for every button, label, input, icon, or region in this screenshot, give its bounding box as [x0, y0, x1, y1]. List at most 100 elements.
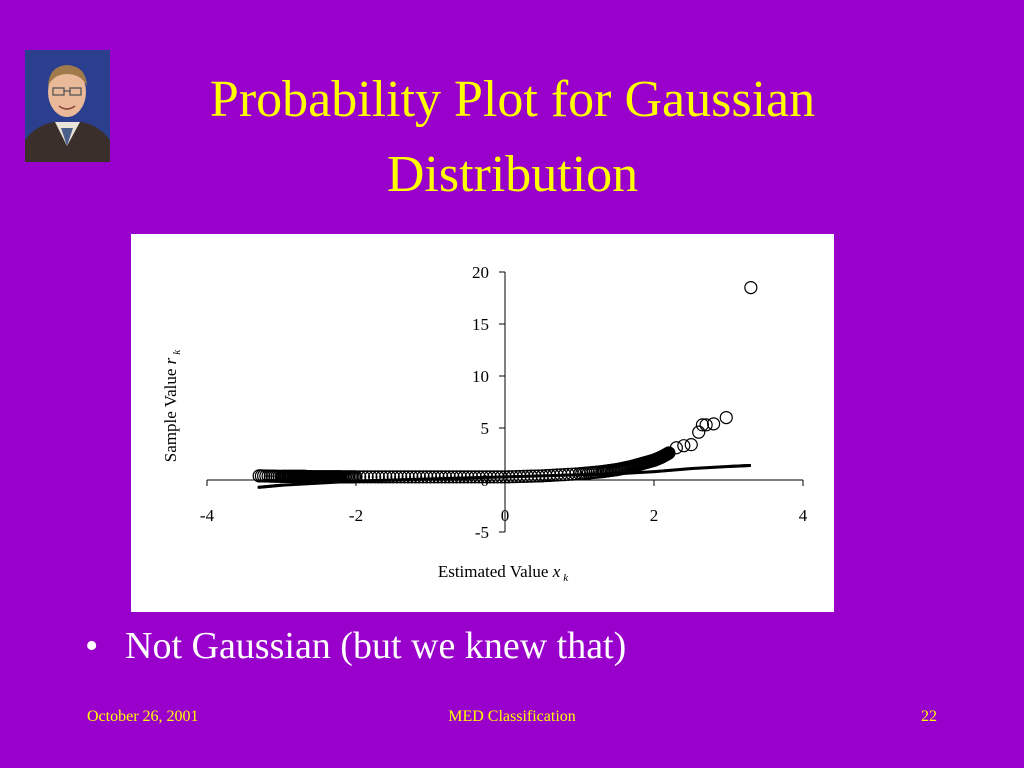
circle-point: [420, 470, 434, 484]
circle-point: [476, 470, 490, 484]
square-point: [310, 482, 314, 486]
circle-point: [531, 469, 546, 483]
circle-series: [252, 280, 758, 484]
circle-point: [349, 470, 363, 484]
square-point: [720, 465, 724, 469]
square-point: [715, 465, 719, 469]
y-tick-label: 15: [472, 315, 489, 334]
square-point: [373, 479, 377, 483]
square-point: [710, 465, 714, 469]
circle-point: [356, 470, 371, 484]
y-tick-label: 10: [472, 367, 489, 386]
square-point: [284, 483, 288, 487]
circle-point: [416, 470, 430, 484]
circle-point: [550, 468, 564, 482]
circle-point: [401, 470, 415, 484]
square-point: [685, 467, 689, 471]
square-point: [675, 468, 679, 472]
circle-point: [490, 470, 505, 484]
circle-point: [513, 469, 527, 484]
circle-point: [405, 470, 419, 484]
circle-point: [695, 418, 710, 432]
square-point: [654, 469, 658, 473]
circle-point: [412, 470, 426, 484]
square-point: [584, 473, 588, 477]
x-tick-label: 4: [799, 506, 808, 525]
circle-point: [539, 469, 553, 483]
circle-point: [390, 470, 404, 484]
square-point: [591, 472, 595, 476]
y-tick-label: 20: [472, 263, 489, 282]
square-point: [703, 466, 707, 470]
presenter-photo: [25, 50, 110, 162]
circle-point: [719, 411, 733, 425]
square-point: [529, 474, 533, 478]
square-point: [664, 469, 668, 473]
circle-point: [684, 438, 698, 452]
square-point: [659, 469, 663, 473]
square-point: [708, 466, 712, 470]
y-axis-label: Sample Value rk: [161, 349, 183, 463]
square-point: [643, 470, 647, 474]
circle-point: [442, 470, 456, 484]
square-point: [533, 474, 537, 478]
circle-point: [509, 469, 523, 484]
square-point: [417, 477, 421, 481]
circle-point: [394, 470, 408, 484]
circle-point: [397, 470, 412, 484]
circle-point: [468, 470, 482, 484]
square-point: [694, 466, 698, 470]
y-tick-label: 5: [481, 419, 490, 438]
square-point: [589, 472, 593, 476]
circle-point: [360, 470, 374, 484]
circle-point: [543, 468, 557, 483]
square-point: [424, 477, 428, 481]
square-point: [717, 465, 721, 469]
title-line-1: Probability Plot for Gaussian: [209, 71, 816, 128]
circle-point: [546, 468, 561, 482]
circle-point: [505, 470, 520, 484]
circle-point: [423, 470, 438, 484]
circle-point: [677, 439, 691, 453]
square-point: [286, 483, 290, 487]
square-point: [503, 475, 507, 479]
square-point: [442, 477, 446, 481]
x-tick-label: -2: [349, 506, 363, 525]
square-point: [540, 474, 544, 478]
circle-point: [669, 441, 683, 455]
square-point: [477, 476, 481, 480]
bullet-dot: •: [85, 625, 99, 667]
slide-title: Probability Plot for Gaussian Distributi…: [130, 62, 895, 212]
square-point: [384, 478, 388, 482]
square-point: [680, 467, 684, 471]
square-point: [403, 478, 407, 482]
square-point: [638, 470, 642, 474]
square-point: [594, 472, 598, 476]
circle-point: [435, 470, 449, 484]
square-point: [582, 473, 586, 477]
square-point: [706, 466, 710, 470]
title-line-2: Distribution: [386, 146, 639, 203]
square-point: [363, 479, 367, 483]
circle-point: [524, 469, 538, 483]
square-point: [559, 473, 563, 477]
circle-point: [375, 470, 389, 484]
y-tick-label: -5: [475, 523, 489, 542]
square-point: [459, 476, 463, 480]
circle-point: [561, 467, 575, 481]
circle-point: [520, 469, 534, 483]
square-point: [303, 482, 307, 486]
circle-point: [494, 470, 508, 484]
square-point: [473, 476, 477, 480]
square-point: [692, 466, 696, 470]
square-point: [587, 473, 591, 477]
circle-point: [706, 417, 721, 431]
square-point: [552, 474, 556, 478]
circle-point: [427, 470, 441, 484]
circle-point: [364, 470, 378, 484]
square-point: [307, 482, 311, 486]
circle-point: [446, 470, 460, 484]
square-point: [652, 470, 656, 474]
